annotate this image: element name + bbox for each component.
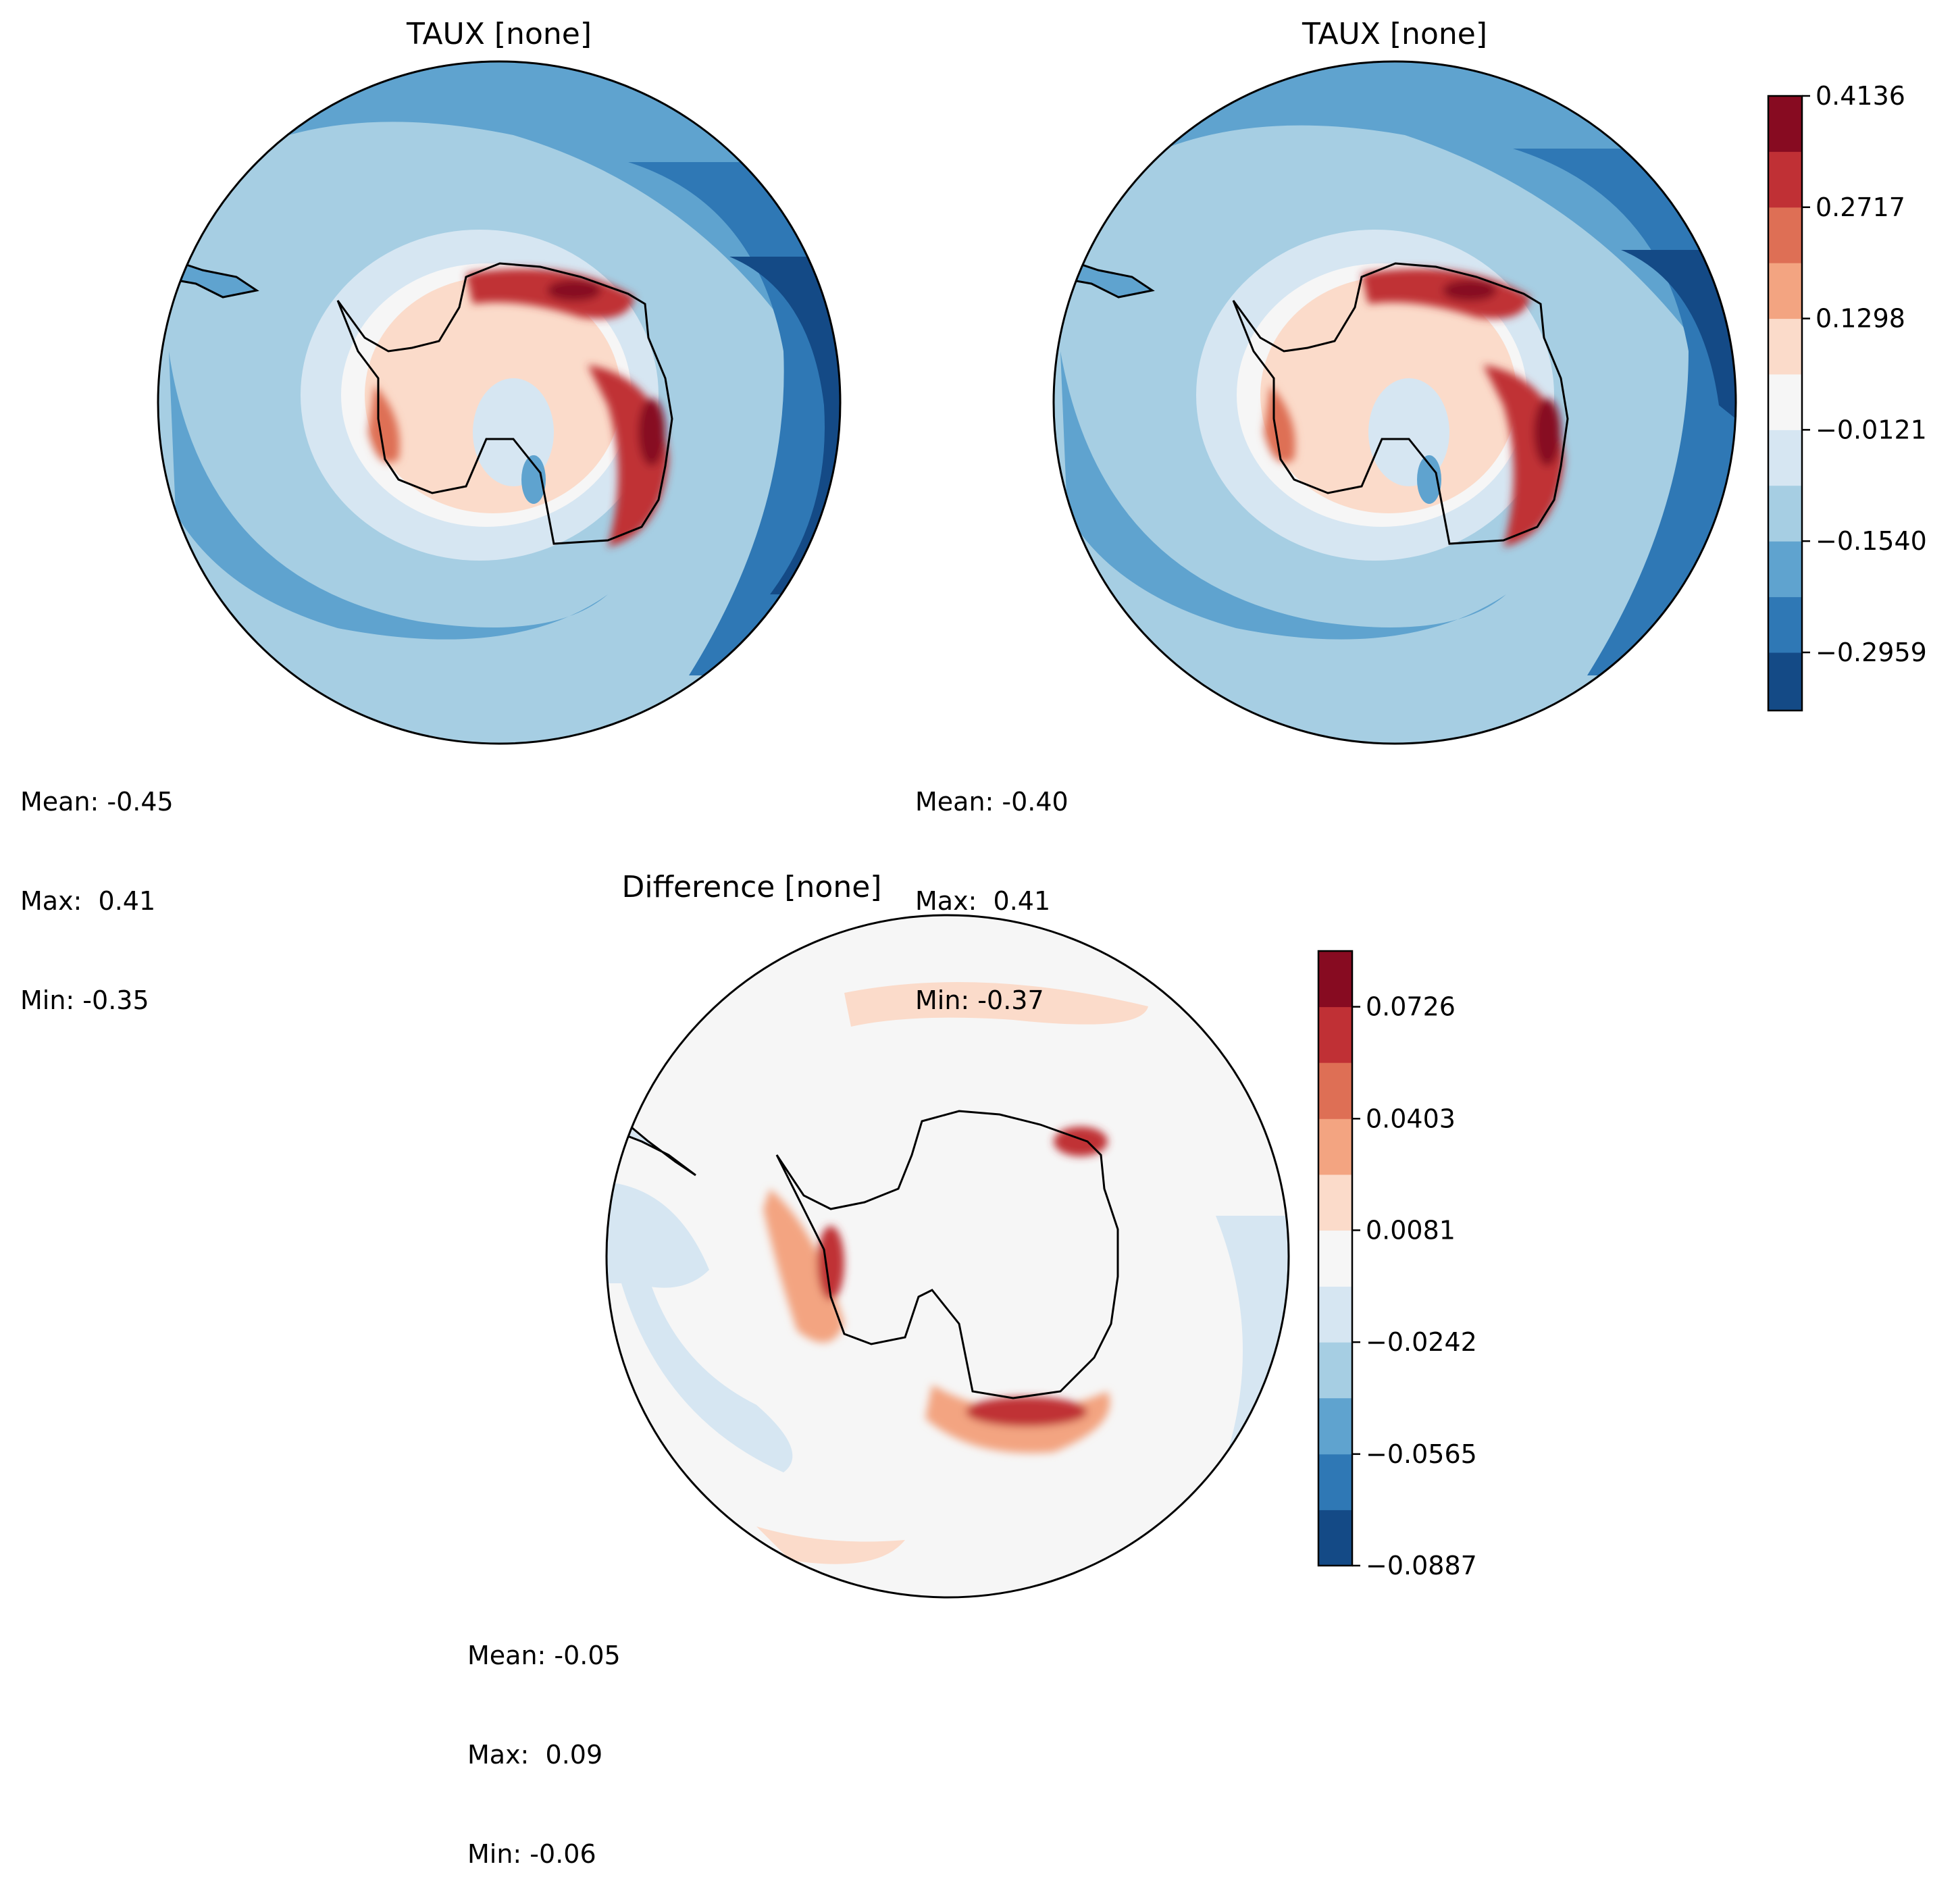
field-high-west [368, 385, 400, 463]
colorbar-tick-label: −0.1540 [1816, 526, 1927, 556]
field-neg-southwest [621, 1277, 793, 1472]
colorbar-tick-label: −0.0242 [1366, 1327, 1477, 1357]
colorbar-tick-label: −0.2959 [1816, 638, 1927, 667]
map-frame-2 [1052, 60, 1737, 745]
stat-mean: Mean: -0.45 [20, 787, 174, 817]
field-band-outer [1054, 61, 1736, 378]
colorbar-tick-label: −0.0565 [1366, 1439, 1477, 1469]
stat-mean: Mean: -0.40 [915, 787, 1069, 817]
colorbar-frame [1317, 950, 1354, 1567]
map-frame-1 [157, 60, 842, 745]
field-peak-north [1443, 280, 1497, 301]
colorbar-segment [1768, 151, 1802, 208]
colorbar-segment [1768, 596, 1802, 653]
field-band-outer [158, 61, 840, 378]
colorbar-tick-label: 0.0403 [1366, 1104, 1456, 1133]
colorbar-segment [1768, 541, 1802, 598]
map-frame-3 [605, 914, 1290, 1599]
figure: TAUX [none] TAUX [none] [157, 17, 1927, 1599]
colorbar-frame [1767, 95, 1803, 712]
panel-title-1: TAUX [none] [406, 17, 592, 51]
map-panel-3: Difference [none] [605, 870, 1290, 1599]
colorbar-top: 0.4136 0.2717 0.1298 −0.0121 −0.1540 −0.2959 [1767, 81, 1927, 712]
coastline-antarctica [775, 1110, 1119, 1399]
colorbar-tick-label: 0.1298 [1816, 304, 1905, 334]
field-pos-peak-south [966, 1397, 1087, 1426]
field-high-west [1264, 385, 1295, 463]
stat-min: Min: -0.06 [467, 1839, 596, 1869]
panel-title-3: Difference [none] [622, 870, 882, 904]
field-band-east-dark [1621, 250, 1736, 419]
colorbar-segment [1768, 96, 1802, 152]
colorbar-segment [1768, 652, 1802, 711]
field-band-southwest [1060, 351, 1506, 640]
field-neg-west [607, 1182, 709, 1288]
colorbar-segment [1768, 430, 1802, 486]
colorbar-segment [1318, 1118, 1352, 1175]
colorbar-segment [1318, 951, 1352, 1008]
field-pos-peak-west [817, 1226, 844, 1300]
colorbar-tick-label: 0.0726 [1366, 992, 1456, 1022]
field-background [607, 915, 1289, 1597]
stat-max: Max: 0.41 [915, 886, 1051, 916]
colorbar-segment [1768, 485, 1802, 542]
colorbar-segment [1318, 1230, 1352, 1287]
stat-max: Max: 0.41 [20, 886, 156, 916]
panel-title-2: TAUX [none] [1302, 17, 1487, 51]
field-pos-peak-northeast [1054, 1127, 1108, 1156]
colorbar-tick-label: 0.0081 [1366, 1215, 1456, 1245]
field-peak-east [638, 398, 665, 466]
colorbar-segment [1768, 207, 1802, 263]
stat-min: Min: -0.37 [915, 985, 1044, 1015]
colorbar-segment [1318, 1062, 1352, 1119]
field-pos-north-band [844, 982, 1148, 1027]
field-pos-south [756, 1526, 905, 1564]
stats-panel-1: Mean: -0.45 Max: 0.41 Min: -0.35 [20, 719, 174, 1050]
colorbar-segment [1318, 1174, 1352, 1231]
field-peak-east [1534, 398, 1561, 466]
colorbar-segment [1318, 1510, 1352, 1566]
stats-panel-3: Mean: -0.05 Max: 0.09 Min: -0.06 [467, 1573, 621, 1904]
stat-max: Max: 0.09 [467, 1740, 603, 1770]
field-peak-north [547, 280, 601, 301]
field-band-east-dark [729, 257, 840, 594]
coastline-antarctica [336, 262, 673, 545]
colorbar-tick-label: 0.4136 [1816, 81, 1905, 111]
colorbar-segment [1768, 263, 1802, 319]
stat-mean: Mean: -0.05 [467, 1641, 621, 1670]
colorbar-segment [1318, 1397, 1352, 1455]
colorbar-tick-label: −0.0887 [1366, 1551, 1477, 1580]
map-field-2 [1054, 61, 1736, 744]
colorbar-tick-label: −0.0121 [1816, 415, 1927, 444]
colorbar-difference: 0.0726 0.0403 0.0081 −0.0242 −0.0565 −0.0887 [1317, 950, 1477, 1580]
map-field-3 [607, 915, 1289, 1597]
colorbar-segment [1318, 1453, 1352, 1510]
colorbar-segment [1318, 1286, 1352, 1343]
coastline-antarctica [1232, 262, 1569, 545]
stat-min: Min: -0.35 [20, 985, 149, 1015]
colorbar-segment [1768, 318, 1802, 375]
stats-panel-2: Mean: -0.40 Max: 0.41 Min: -0.37 [915, 719, 1069, 1050]
colorbar-segment [1768, 374, 1802, 430]
field-low-center-core [1417, 455, 1441, 504]
field-pos-ring-west [763, 1189, 844, 1343]
colorbar-segment [1318, 1342, 1352, 1399]
map-panel-2: TAUX [none] [1052, 17, 1737, 745]
field-low-center-core [521, 455, 546, 504]
colorbar-segment [1318, 1006, 1352, 1063]
field-band-southwest [169, 351, 608, 640]
colorbar-tick-label: 0.2717 [1816, 192, 1905, 222]
map-panel-1: TAUX [none] [157, 17, 842, 745]
map-field-1 [158, 61, 840, 744]
